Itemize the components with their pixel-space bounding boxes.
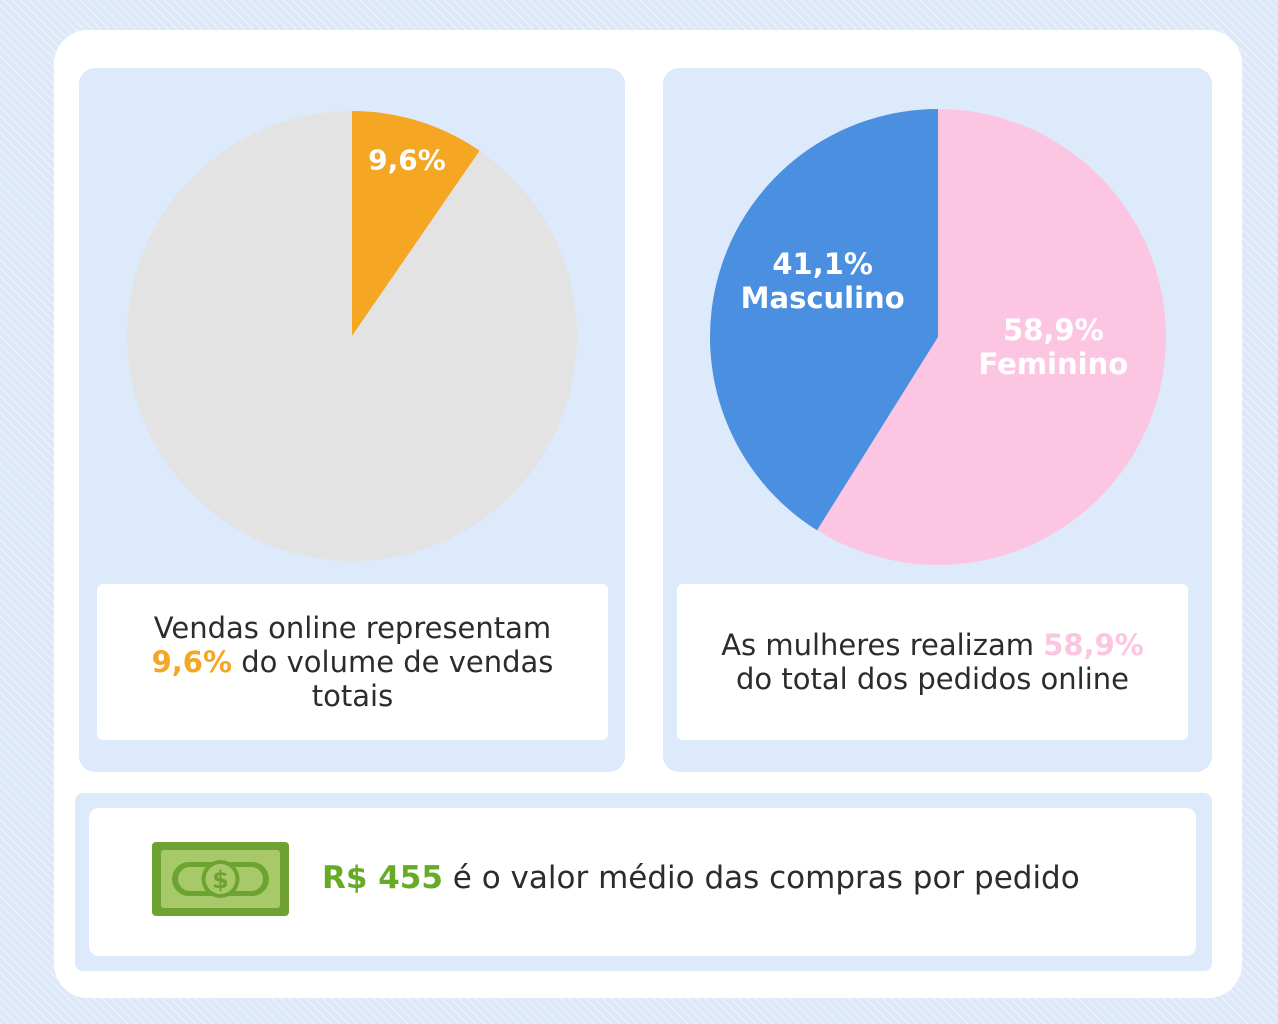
other-sales-slice [127,111,577,562]
male-slice-percent-label: 41,1% [772,247,873,281]
online-sales-slice [352,111,480,336]
caption-text-before: Vendas online representam [153,611,552,645]
female-slice-name-label: Feminino [979,347,1129,381]
caption-highlight-value: 58,9% [1043,628,1144,662]
caption-text-before: As mulheres realizam [721,628,1044,662]
caption-text-after: do volume de vendas totais [232,645,554,713]
average-order-text: é o valor médio das compras por pedido [442,860,1080,896]
svg-text:$: $ [212,866,229,894]
caption-highlight-value: 9,6% [151,645,233,679]
female-slice-percent-label: 58,9% [1003,313,1104,347]
money-bill-icon: $ [152,842,289,916]
female-slice [817,109,1166,565]
average-order-value: R$ 455 [322,860,443,896]
gender-orders-caption: As mulheres realizam 58,9% do total dos … [677,584,1188,740]
male-slice [710,109,938,531]
online-sales-caption: Vendas online representam 9,6% do volume… [97,584,608,740]
male-slice-name-label: Masculino [741,281,905,315]
caption-text-after: do total dos pedidos online [735,662,1130,696]
average-order-statement: R$ 455 é o valor médio das compras por p… [322,858,1080,898]
online-sales-slice-label: 9,6% [368,143,446,176]
